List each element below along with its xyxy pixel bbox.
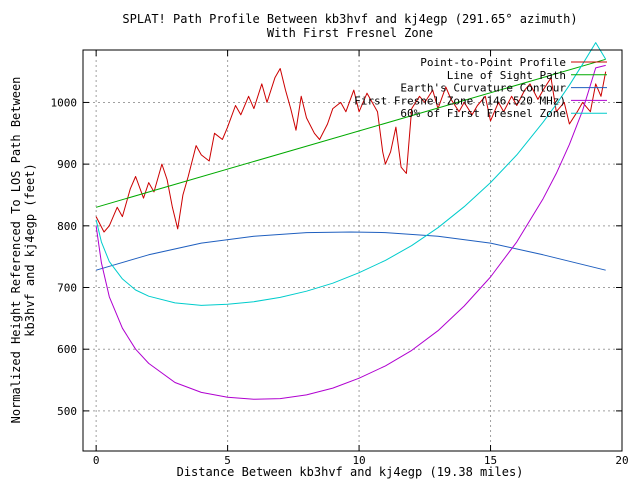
axis-ticks: 0 5 10 15 20 500 600 700 800 900 1000	[51, 50, 629, 467]
series-line-first-fresnel-zone-146-520-mhz	[95, 64, 606, 400]
legend-label: 60% of First Fresnel Zone	[400, 107, 566, 120]
plot-frame	[82, 49, 623, 452]
y-tick-label: 900	[57, 158, 77, 171]
y-axis-label-line-2: kb3hvf and kj4egp (feet)	[23, 163, 37, 336]
series-lines	[95, 42, 607, 400]
series-line-earth-s-curvature-contour	[95, 231, 606, 271]
x-tick-label: 15	[484, 454, 497, 467]
chart-subtitle: With First Fresnel Zone	[267, 26, 433, 40]
legend-label: First Fresnel Zone (146.520 MHz)	[354, 94, 566, 107]
x-tick-label: 5	[224, 454, 231, 467]
legend-label: Earth's Curvature Contour	[400, 82, 566, 95]
chart-title: SPLAT! Path Profile Between kb3hvf and k…	[122, 12, 577, 26]
y-tick-label: 600	[57, 343, 77, 356]
legend-label: Line of Sight Path	[447, 69, 566, 82]
series-line-60-of-first-fresnel-zone	[95, 42, 607, 306]
y-axis-label-line-1: Normalized Height Referenced To LOS Path…	[9, 77, 23, 424]
series-line-line-of-sight-path	[95, 58, 606, 208]
x-tick-label: 10	[352, 454, 365, 467]
x-tick-label: 0	[93, 454, 100, 467]
y-tick-label: 700	[57, 282, 77, 295]
y-tick-label: 800	[57, 220, 77, 233]
legend-label: Point-to-Point Profile	[420, 56, 566, 69]
y-tick-label: 1000	[51, 96, 78, 109]
y-tick-label: 500	[57, 405, 77, 418]
x-tick-label: 20	[615, 454, 628, 467]
x-axis-label: Distance Between kb3hvf and kj4egp (19.3…	[177, 465, 524, 479]
series-line-point-to-point-profile	[95, 68, 607, 233]
